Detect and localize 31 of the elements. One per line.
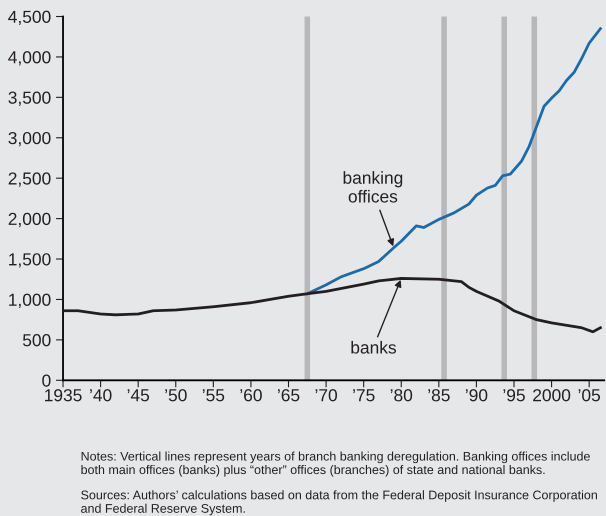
- x-tick-label: ’85: [428, 389, 450, 402]
- x-tick-label: ’65: [278, 389, 300, 402]
- x-tick-label: ’80: [390, 389, 412, 402]
- x-tick-label: ’50: [165, 389, 187, 402]
- x-tick-label: 1935: [45, 389, 82, 402]
- x-tick-label: ’45: [128, 389, 150, 402]
- x-tick-label: ’70: [316, 389, 337, 402]
- y-tick-label: 4,000: [8, 51, 51, 66]
- x-tick-label: ’75: [353, 389, 375, 402]
- x-tick-label: ’40: [90, 389, 112, 402]
- x-tick-label: ’60: [240, 389, 262, 402]
- source-note: Sources: Authors’ calculations based on data from the Federal Deposit Insurance Corporation and Federal Reserve System.: [81, 490, 597, 516]
- x-tick-label: ’95: [503, 389, 525, 402]
- x-tick-label: ’55: [202, 389, 224, 402]
- line-series: [63, 277, 602, 334]
- x-tick-label: ’90: [466, 389, 488, 402]
- y-tick-label: 4,500: [8, 10, 51, 26]
- series-label: banking offices: [344, 171, 402, 203]
- text: banks: [351, 340, 396, 354]
- text: Notes: Vertical lines represent years of branch banking deregulation. Banking offices include both main offices (banks) plus “other” offices (branches) of state and national banks.: [81, 452, 590, 477]
- y-tick-label: 500: [22, 334, 51, 346]
- x-tick-label: 2000: [533, 389, 570, 402]
- y-tick-label: 3,500: [8, 92, 51, 106]
- y-tick-label: 3,000: [8, 132, 51, 146]
- y-tick-label: 1,000: [9, 294, 51, 308]
- y-tick-label: 2,500: [8, 172, 51, 187]
- y-tick-label: 1,500: [9, 253, 51, 268]
- line-series: [306, 27, 602, 296]
- y-tick-label: 0: [42, 374, 51, 387]
- y-tick-label: 2,000: [8, 212, 51, 228]
- x-tick-label: ’05: [578, 389, 600, 402]
